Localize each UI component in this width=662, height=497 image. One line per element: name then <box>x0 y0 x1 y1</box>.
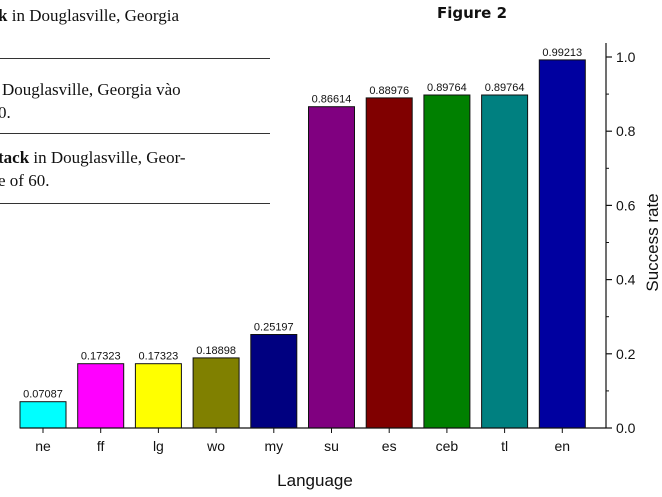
x-axis-label: Language <box>277 471 353 490</box>
category-labels-group: ne ff lg wo my su es ceb tl en <box>35 428 570 454</box>
y-tick-label: 0.6 <box>616 197 636 213</box>
value-label-ff: 0.17323 <box>81 351 121 363</box>
bar-tl <box>481 94 529 429</box>
bar-ceb <box>423 94 471 429</box>
document-line: e of 60. <box>0 171 50 190</box>
bar-my <box>250 334 298 429</box>
document-excerpt: k in Douglasville, Georgia Douglasville,… <box>0 0 270 210</box>
value-label-lg: 0.17323 <box>139 351 179 363</box>
category-label-en: en <box>555 438 571 454</box>
bar-lg <box>134 363 182 429</box>
bar-wo <box>192 357 240 429</box>
table-rule <box>0 58 270 59</box>
y-tick-label: 0.8 <box>616 123 636 139</box>
bar-ff <box>77 363 125 429</box>
y-axis-label: Success rate <box>643 193 662 291</box>
document-line: 0. <box>0 103 11 122</box>
y-tick-label: 0.4 <box>616 272 636 288</box>
category-label-wo: wo <box>206 438 225 454</box>
document-line: tack in Douglasville, Geor- <box>0 148 186 167</box>
value-labels-group: 0.07087 0.17323 0.17323 0.18898 0.25197 0.866… <box>23 47 582 401</box>
category-label-ceb: ceb <box>436 438 459 454</box>
value-label-wo: 0.18898 <box>196 345 236 357</box>
y-ticks-group: 0.0 0.2 0.4 0.6 0.8 1.0 <box>606 49 636 436</box>
category-label-ff: ff <box>97 438 105 454</box>
table-rule <box>0 203 270 204</box>
category-label-es: es <box>382 438 397 454</box>
value-label-ceb: 0.89764 <box>427 82 467 94</box>
bar-ne <box>19 401 67 429</box>
category-label-tl: tl <box>501 438 508 454</box>
bar-en <box>538 59 586 429</box>
bars-group <box>19 59 586 429</box>
value-label-su: 0.86614 <box>312 94 352 106</box>
value-label-es: 0.88976 <box>369 85 409 97</box>
value-label-ne: 0.07087 <box>23 389 63 401</box>
category-label-ne: ne <box>35 438 51 454</box>
bar-su <box>308 106 355 429</box>
category-label-lg: lg <box>153 438 164 454</box>
value-label-en: 0.99213 <box>542 47 582 59</box>
y-tick-label: 1.0 <box>616 49 636 65</box>
figure-title: Figure 2 <box>436 4 508 22</box>
y-tick-label: 0.2 <box>616 346 636 362</box>
document-line: k in Douglasville, Georgia <box>0 6 180 25</box>
category-label-su: su <box>324 438 339 454</box>
bar-es <box>365 97 413 429</box>
value-label-my: 0.25197 <box>254 322 294 334</box>
y-tick-label: 0.0 <box>616 420 636 436</box>
document-line: Douglasville, Georgia vào <box>2 80 181 99</box>
table-rule <box>0 133 270 134</box>
category-label-my: my <box>264 438 283 454</box>
value-label-tl: 0.89764 <box>485 82 525 94</box>
